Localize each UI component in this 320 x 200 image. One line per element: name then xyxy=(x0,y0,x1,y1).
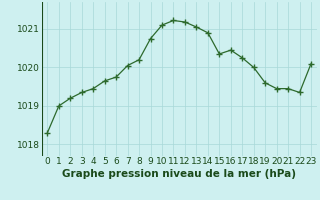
X-axis label: Graphe pression niveau de la mer (hPa): Graphe pression niveau de la mer (hPa) xyxy=(62,169,296,179)
